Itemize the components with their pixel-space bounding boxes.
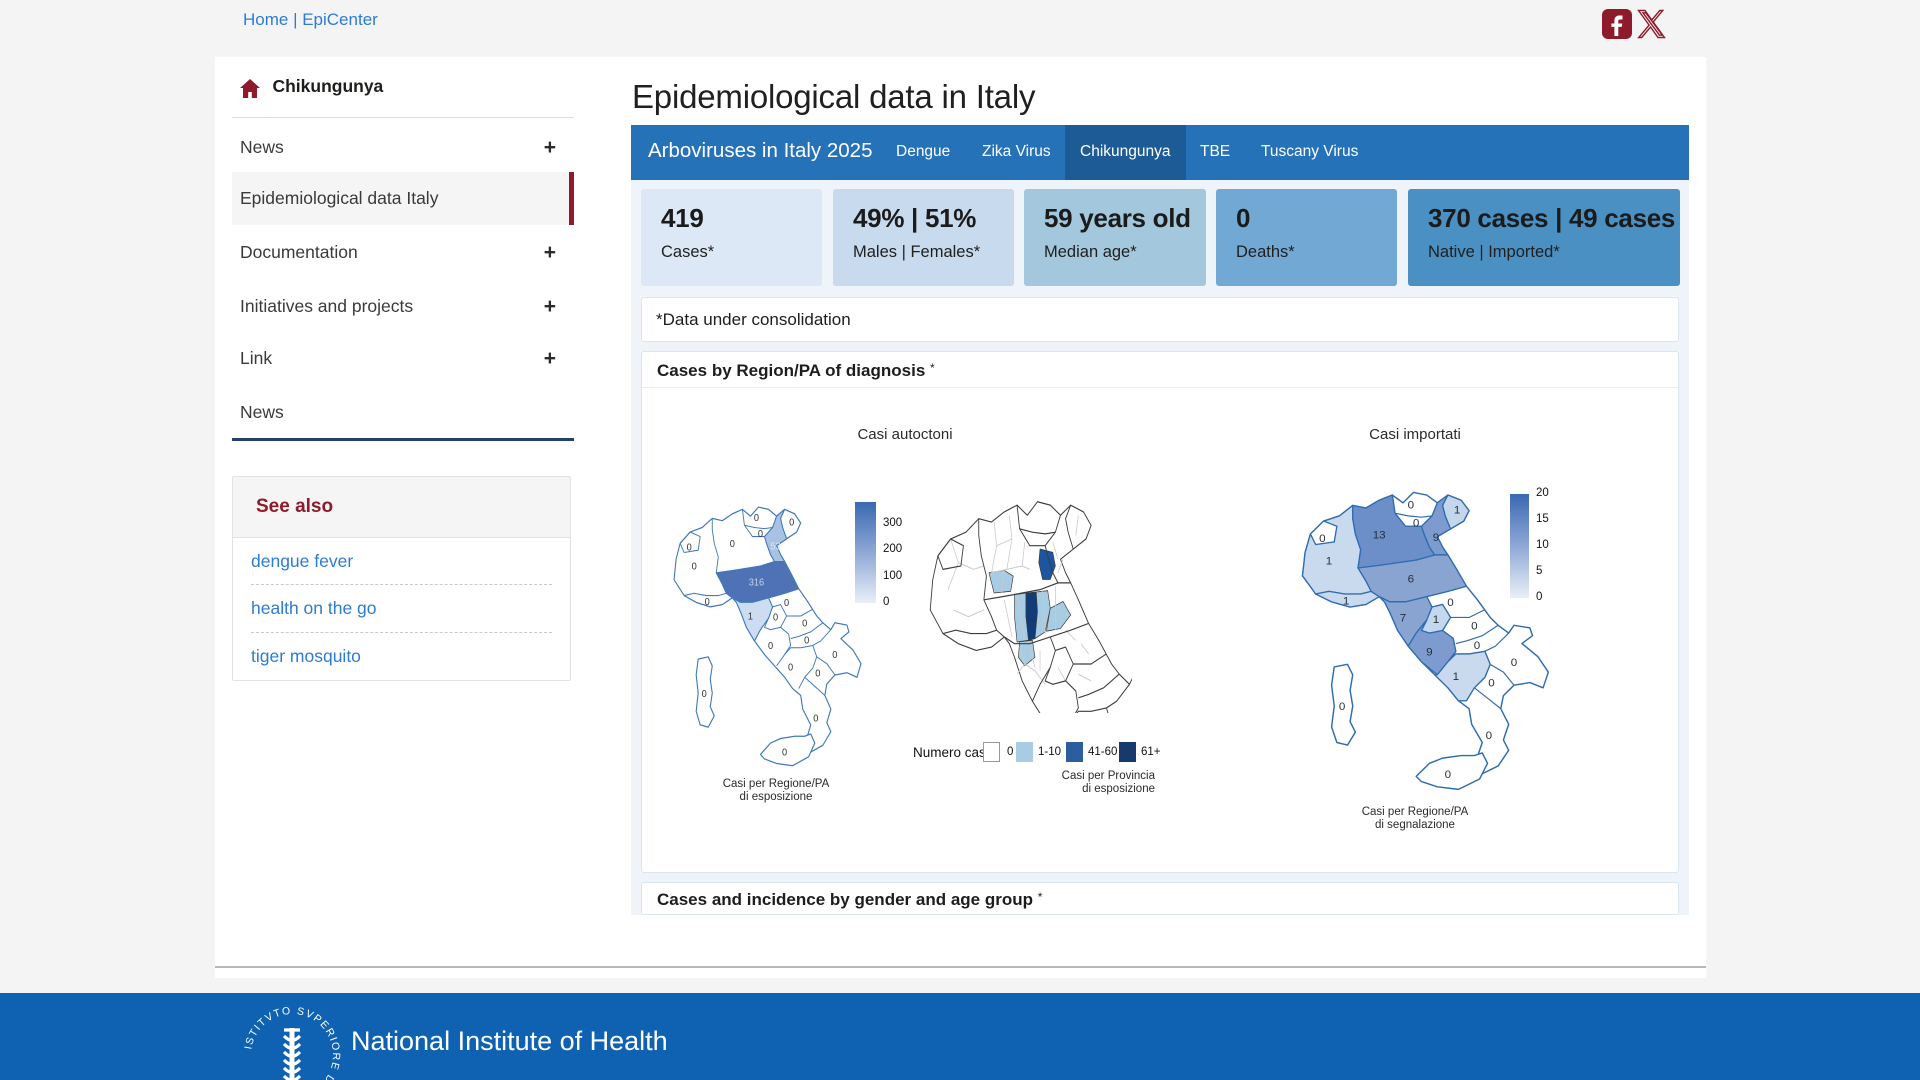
svg-text:0: 0 xyxy=(1413,518,1419,530)
svg-text:0: 0 xyxy=(1474,640,1480,652)
svg-text:0: 0 xyxy=(754,512,760,524)
svg-text:0: 0 xyxy=(1471,621,1477,633)
svg-text:6: 6 xyxy=(1408,574,1414,586)
svg-text:0: 0 xyxy=(1511,657,1517,669)
svg-text:9: 9 xyxy=(1433,532,1439,544)
svg-text:0: 0 xyxy=(804,635,810,647)
svg-text:1: 1 xyxy=(1343,596,1349,608)
svg-text:316: 316 xyxy=(749,577,765,589)
svg-text:0: 0 xyxy=(813,713,819,725)
svg-text:0: 0 xyxy=(702,688,708,700)
svg-text:1: 1 xyxy=(1326,555,1332,567)
svg-text:0: 0 xyxy=(1408,499,1414,511)
svg-text:1: 1 xyxy=(1433,614,1439,626)
svg-text:1: 1 xyxy=(1453,671,1459,683)
svg-text:53: 53 xyxy=(770,541,781,553)
svg-text:0: 0 xyxy=(705,596,711,608)
svg-text:0: 0 xyxy=(784,598,790,610)
svg-text:0: 0 xyxy=(1319,533,1325,545)
svg-text:0: 0 xyxy=(1486,730,1492,742)
svg-text:0: 0 xyxy=(730,539,736,551)
svg-text:0: 0 xyxy=(815,668,821,680)
svg-text:1: 1 xyxy=(1454,505,1460,517)
svg-text:0: 0 xyxy=(1339,701,1345,713)
svg-text:0: 0 xyxy=(1445,769,1451,781)
svg-text:0: 0 xyxy=(768,641,774,653)
svg-text:13: 13 xyxy=(1373,529,1386,541)
svg-text:0: 0 xyxy=(692,561,698,573)
svg-text:0: 0 xyxy=(1488,678,1494,690)
svg-text:0: 0 xyxy=(802,618,808,630)
svg-text:0: 0 xyxy=(687,542,693,554)
svg-text:0: 0 xyxy=(782,747,788,759)
svg-text:0: 0 xyxy=(773,612,779,624)
svg-text:9: 9 xyxy=(1426,647,1432,659)
svg-text:7: 7 xyxy=(1400,613,1406,625)
svg-text:1: 1 xyxy=(748,611,753,623)
svg-text:0: 0 xyxy=(1447,597,1453,609)
svg-text:0: 0 xyxy=(832,650,838,662)
svg-text:0: 0 xyxy=(758,528,764,540)
svg-text:0: 0 xyxy=(788,662,794,674)
svg-text:0: 0 xyxy=(789,517,795,529)
